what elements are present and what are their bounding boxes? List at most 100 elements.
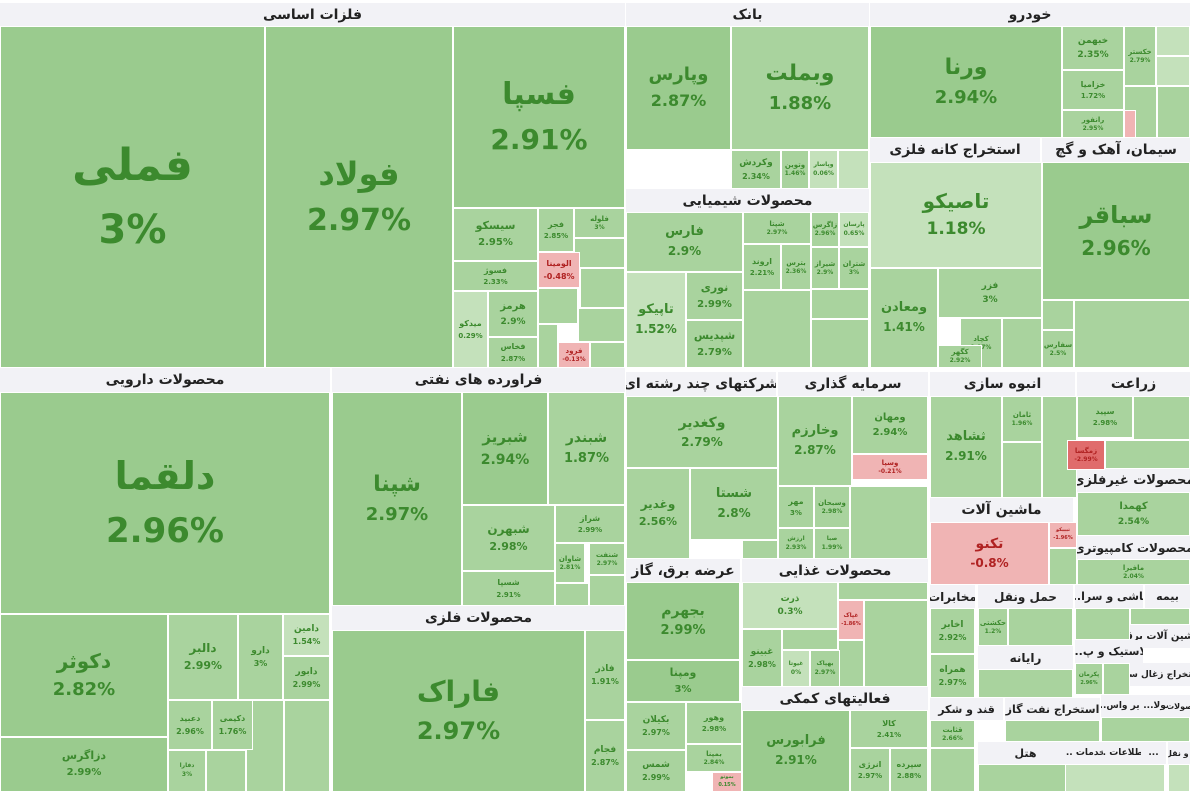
stock-tile[interactable]: شپدیس 2.79% <box>686 320 743 368</box>
stock-tile[interactable]: فجام 2.87% <box>585 720 625 792</box>
minor-stock-tile[interactable] <box>590 342 625 368</box>
stock-tile[interactable]: شبندر 1.87% <box>548 392 625 505</box>
minor-stock-tile[interactable] <box>838 150 869 189</box>
stock-tile[interactable]: غبینو 2.98% <box>742 629 782 687</box>
stock-tile[interactable]: دکیمی 1.76% <box>212 700 253 750</box>
stock-tile[interactable]: ثامان 1.96% <box>1002 396 1042 442</box>
stock-tile[interactable]: اروند 2.21% <box>743 244 781 290</box>
minor-stock-tile[interactable] <box>206 750 246 792</box>
minor-stock-tile[interactable] <box>1156 56 1190 86</box>
stock-tile[interactable]: دفارا 3% <box>168 750 206 792</box>
stock-tile[interactable]: دکوثر 2.82% <box>0 614 168 737</box>
stock-tile[interactable]: فلوله 3% <box>574 208 625 238</box>
minor-stock-tile[interactable] <box>538 324 558 368</box>
stock-tile[interactable]: سیسکو 2.95% <box>453 208 538 261</box>
minor-stock-tile[interactable] <box>1002 318 1042 368</box>
stock-tile[interactable]: کگهر 2.92% <box>938 345 982 368</box>
stock-tile[interactable]: فارس 2.9% <box>626 212 743 272</box>
stock-tile[interactable]: ارزش 2.93% <box>778 528 814 559</box>
minor-stock-tile[interactable] <box>838 640 864 687</box>
stock-tile[interactable]: شبهرن 2.98% <box>462 505 555 571</box>
minor-stock-tile[interactable] <box>1156 26 1190 56</box>
minor-stock-tile[interactable] <box>978 669 1073 698</box>
stock-tile[interactable]: بترس 2.36% <box>781 244 811 290</box>
stock-tile[interactable]: کهمدا 2.54% <box>1077 492 1190 536</box>
minor-stock-tile[interactable] <box>1133 396 1190 440</box>
stock-tile[interactable]: ورنا 2.94% <box>870 26 1062 138</box>
stock-tile[interactable]: سباقر 2.96% <box>1042 162 1190 300</box>
stock-tile[interactable]: شبریز 2.94% <box>462 392 548 505</box>
minor-stock-tile[interactable] <box>1130 608 1190 625</box>
stock-tile[interactable]: حکشتی 1.2% <box>978 608 1008 646</box>
stock-tile[interactable]: دالبر 2.99% <box>168 614 238 700</box>
stock-tile[interactable]: سفارس 2.5% <box>1042 330 1074 368</box>
stock-tile[interactable]: ثشاهد 2.91% <box>930 396 1002 498</box>
stock-tile[interactable]: میدکو 0.29% <box>453 291 488 368</box>
stock-tile[interactable]: رانفور 2.95% <box>1062 110 1124 138</box>
stock-tile[interactable]: فاراک 2.97% <box>332 630 585 792</box>
stock-tile[interactable]: الومینا -0.48% <box>538 252 580 288</box>
stock-tile[interactable]: دارو 3% <box>238 614 283 700</box>
stock-tile[interactable]: دعبید 2.96% <box>168 700 212 750</box>
minor-stock-tile[interactable] <box>1157 86 1190 138</box>
stock-tile[interactable]: دلقما 2.96% <box>0 392 330 614</box>
minor-stock-tile[interactable] <box>284 700 330 792</box>
stock-tile[interactable]: وغدیر 2.56% <box>626 468 690 559</box>
stock-tile[interactable]: وکردش 2.34% <box>731 150 781 189</box>
stock-tile[interactable]: شراز 2.99% <box>555 505 625 543</box>
stock-tile[interactable]: وهور 2.98% <box>686 702 742 744</box>
stock-tile[interactable]: وکغدیر 2.79% <box>626 396 778 468</box>
stock-tile[interactable]: وخارزم 2.87% <box>778 396 852 486</box>
minor-stock-tile[interactable] <box>850 486 928 559</box>
stock-tile[interactable]: پکرمان 2.96% <box>1075 663 1103 695</box>
stock-tile[interactable]: کالا 2.41% <box>850 710 928 748</box>
stock-tile[interactable]: مافیرا 2.04% <box>1077 559 1190 585</box>
stock-tile[interactable]: شنفت 2.97% <box>589 543 625 575</box>
stock-tile[interactable]: فملی 3% <box>0 26 265 368</box>
minor-stock-tile[interactable] <box>246 700 284 792</box>
stock-tile[interactable]: بمپنا 2.84% <box>686 744 742 772</box>
stock-tile[interactable]: نوری 2.99% <box>686 272 743 320</box>
stock-tile[interactable]: ومهان 2.94% <box>852 396 928 454</box>
minor-stock-tile[interactable] <box>1065 764 1165 792</box>
stock-tile[interactable]: اخابر 2.92% <box>930 608 975 654</box>
minor-stock-tile[interactable] <box>1008 608 1073 646</box>
stock-tile[interactable]: شاوان 2.81% <box>555 543 585 583</box>
stock-tile[interactable]: هرمز 2.9% <box>488 291 538 337</box>
stock-tile[interactable]: بجهرم 2.99% <box>626 582 740 660</box>
minor-stock-tile[interactable] <box>930 748 975 792</box>
minor-stock-tile[interactable] <box>538 288 578 324</box>
stock-tile[interactable]: دامین 1.54% <box>283 614 330 656</box>
stock-tile[interactable]: بموتو 0.15% <box>712 772 742 792</box>
minor-stock-tile[interactable] <box>580 268 625 308</box>
stock-tile[interactable]: تکنو -0.8% <box>930 522 1049 585</box>
minor-stock-tile[interactable] <box>1168 764 1190 792</box>
minor-stock-tile[interactable] <box>782 629 838 650</box>
stock-tile[interactable]: وسبحان 2.98% <box>814 486 850 528</box>
stock-tile[interactable]: شمس 2.99% <box>626 750 686 792</box>
minor-stock-tile[interactable] <box>1074 300 1190 368</box>
minor-stock-tile[interactable] <box>589 575 625 606</box>
minor-stock-tile[interactable] <box>1075 608 1130 640</box>
minor-stock-tile[interactable] <box>1002 442 1042 498</box>
stock-tile[interactable]: صبا 1.99% <box>814 528 850 559</box>
stock-tile[interactable]: خبهمن 2.35% <box>1062 26 1124 70</box>
minor-stock-tile[interactable] <box>574 238 625 268</box>
stock-tile[interactable]: زاگرس 2.96% <box>811 212 839 247</box>
stock-tile[interactable]: بکیلان 2.97% <box>626 702 686 750</box>
stock-tile[interactable]: بهپاک 2.97% <box>810 650 840 687</box>
minor-stock-tile[interactable] <box>555 583 589 606</box>
minor-stock-tile[interactable] <box>1124 110 1136 138</box>
stock-tile[interactable]: شیراز 2.9% <box>811 247 839 289</box>
stock-tile[interactable]: سپرده 2.88% <box>890 748 928 792</box>
minor-stock-tile[interactable] <box>578 308 625 342</box>
stock-tile[interactable]: شسپا 2.91% <box>462 571 555 606</box>
stock-tile[interactable]: زمگسا -2.99% <box>1067 440 1105 470</box>
minor-stock-tile[interactable] <box>864 600 928 687</box>
stock-tile[interactable]: تیپیکو -1.96% <box>1049 522 1077 548</box>
stock-tile[interactable]: دزاگرس 2.99% <box>0 737 168 792</box>
stock-tile[interactable]: تاپیکو 1.52% <box>626 272 686 368</box>
stock-tile[interactable]: همراه 2.97% <box>930 654 975 698</box>
stock-tile[interactable]: شپتا 2.97% <box>743 212 811 244</box>
stock-tile[interactable]: فرابورس 2.91% <box>742 710 850 792</box>
